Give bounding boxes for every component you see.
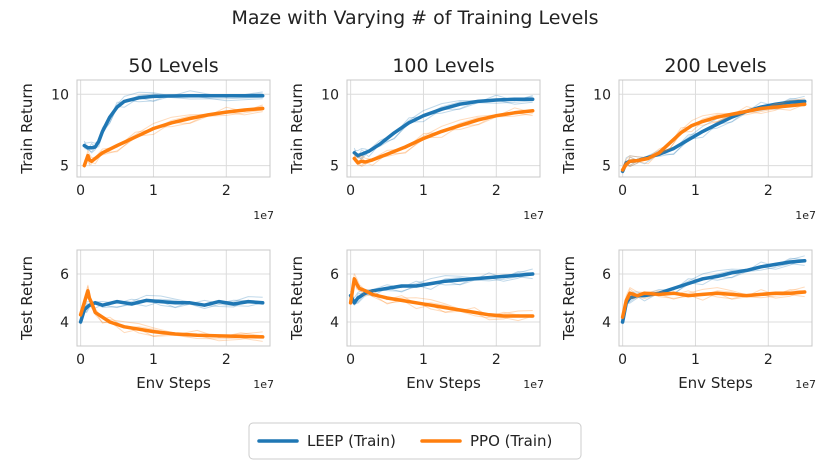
y-tick-label: 6	[330, 267, 339, 283]
y-tick-label: 10	[51, 87, 69, 103]
y-tick-label: 4	[60, 315, 69, 331]
x-tick-label: 2	[764, 183, 773, 199]
x-tick-label: 0	[76, 352, 85, 368]
panel-title: 200 Levels	[664, 55, 766, 77]
y-tick-label: 4	[602, 315, 611, 331]
series-line-leep	[348, 272, 535, 305]
seed-line-ppo-4	[353, 113, 533, 166]
x-exponent-label: 1e7	[795, 378, 816, 391]
x-exponent-label: 1e7	[795, 209, 816, 222]
seed-line-leep-3	[353, 94, 533, 158]
x-axis-label: Env Steps	[678, 374, 753, 392]
x-tick-label: 2	[492, 352, 501, 368]
y-tick-label: 5	[602, 159, 611, 175]
y-axis-label: Train Return	[560, 83, 578, 175]
x-axis-label: Env Steps	[406, 374, 481, 392]
panel-3: 0 1 2 5 10 1e7 200 Levels Train Return	[560, 55, 816, 222]
x-tick-label: 2	[222, 183, 231, 199]
x-exponent-label: 1e7	[523, 378, 544, 391]
plot-frame	[346, 79, 541, 178]
seed-line-leep-4	[622, 263, 805, 325]
x-exponent-label: 1e7	[523, 209, 544, 222]
seed-line-ppo-1	[80, 284, 263, 337]
series-line-ppo	[82, 106, 265, 168]
legend-label-ppo: PPO (Train)	[470, 432, 552, 450]
y-axis-label: Test Return	[560, 256, 578, 341]
x-tick-label: 2	[222, 352, 231, 368]
series-line-ppo	[620, 102, 807, 172]
panel-6: 0 1 2 4 6 1e7 Test Return Env Steps	[560, 249, 816, 392]
x-tick-label: 1	[149, 183, 158, 199]
panel-title: 100 Levels	[392, 55, 494, 77]
y-axis-label: Train Return	[288, 83, 306, 175]
x-tick-label: 2	[492, 183, 501, 199]
y-tick-label: 10	[593, 87, 611, 103]
legend-frame	[248, 422, 582, 460]
y-tick-label: 6	[60, 267, 69, 283]
x-tick-label: 1	[691, 183, 700, 199]
x-tick-label: 1	[691, 352, 700, 368]
x-tick-label: 0	[346, 183, 355, 199]
plot-frame	[346, 249, 541, 347]
seed-line-ppo-4	[83, 109, 263, 168]
x-axis-label: Env Steps	[136, 374, 211, 392]
plot-frame	[618, 249, 813, 347]
y-tick-label: 5	[60, 159, 69, 175]
seed-line-ppo-3	[80, 286, 263, 339]
x-exponent-label: 1e7	[253, 378, 274, 391]
plot-frame	[618, 79, 813, 178]
series-line-ppo	[348, 277, 535, 318]
series-line-leep	[78, 298, 265, 324]
x-tick-label: 2	[764, 352, 773, 368]
x-tick-label: 1	[149, 352, 158, 368]
legend-label-leep: LEEP (Train)	[307, 432, 396, 450]
legend: LEEP (Train) PPO (Train)	[248, 422, 582, 460]
seed-line-ppo-4	[622, 103, 805, 173]
seed-line-leep-4	[84, 96, 263, 153]
seed-line-ppo-4	[622, 292, 805, 320]
y-axis-label: Test Return	[288, 256, 306, 341]
y-tick-label: 10	[321, 87, 339, 103]
x-tick-label: 1	[419, 183, 428, 199]
y-tick-label: 5	[330, 159, 339, 175]
seed-line-leep-2	[622, 258, 805, 322]
seed-line-ppo-1	[354, 110, 533, 160]
x-tick-label: 0	[618, 183, 627, 199]
series-line-ppo	[620, 290, 807, 319]
panel-5: 0 1 2 4 6 1e7 Test Return Env Steps	[288, 249, 544, 392]
plot-frame	[76, 79, 271, 178]
series-line-leep	[620, 99, 807, 174]
series-line-leep	[352, 97, 535, 158]
y-axis-label: Train Return	[18, 83, 36, 175]
panel-2: 0 1 2 5 10 1e7 100 Levels Train Return	[288, 55, 544, 222]
x-tick-label: 0	[346, 352, 355, 368]
series-line-ppo	[78, 289, 265, 339]
figure-title: Maze with Varying # of Training Levels	[231, 7, 598, 29]
x-exponent-label: 1e7	[253, 209, 274, 222]
x-tick-label: 0	[618, 352, 627, 368]
y-tick-label: 6	[602, 267, 611, 283]
panel-title: 50 Levels	[128, 55, 218, 77]
series-line-leep	[620, 259, 807, 324]
panel-4: 0 1 2 4 6 1e7 Test Return Env Steps	[18, 249, 274, 392]
x-tick-label: 0	[76, 183, 85, 199]
y-tick-label: 4	[330, 315, 339, 331]
seed-line-leep-4	[350, 276, 533, 306]
plot-frame	[76, 249, 271, 347]
seed-line-leep-3	[83, 90, 263, 151]
y-axis-label: Test Return	[18, 256, 36, 341]
panel-1: 0 1 2 5 10 1e7 50 Levels Train Return	[18, 55, 274, 222]
x-tick-label: 1	[419, 352, 428, 368]
series-line-ppo	[352, 108, 535, 165]
series-line-leep	[82, 93, 265, 150]
